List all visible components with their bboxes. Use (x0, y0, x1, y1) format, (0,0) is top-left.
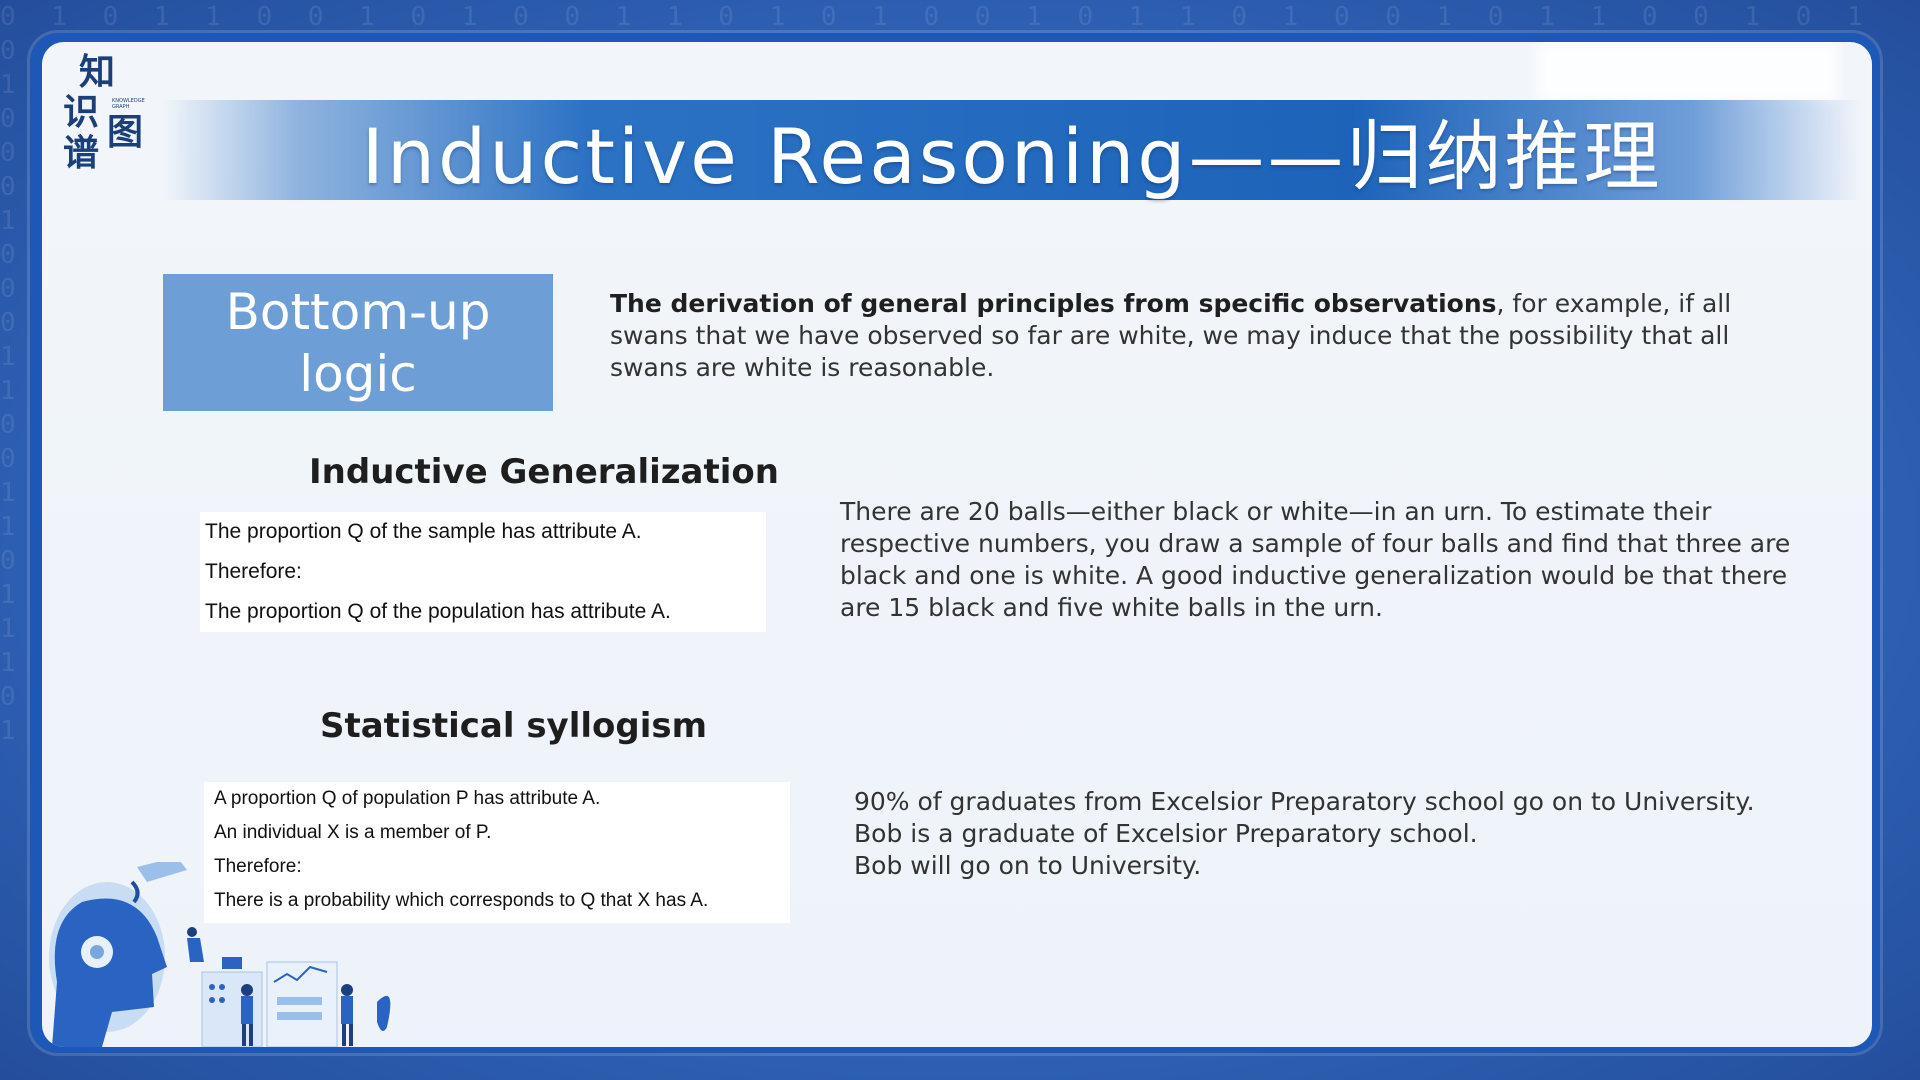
form-line: The proportion Q of the population has a… (205, 600, 671, 623)
syllogism-example: 90% of graduates from Excelsior Preparat… (854, 786, 1844, 882)
ai-head-illustration (49, 862, 391, 1047)
intro-bold: The derivation of general principles fro… (610, 289, 1497, 318)
example-line: Bob will go on to University. (854, 851, 1202, 880)
example-line: Bob is a graduate of Excelsior Preparato… (854, 819, 1478, 848)
badge-line: logic (299, 344, 417, 403)
top-glare (1537, 42, 1837, 102)
logo-char: 谱 (63, 132, 100, 174)
intro-rest: , for example, if all swans that we have… (610, 289, 1732, 382)
badge-line: Bottom-up (225, 282, 491, 341)
slide-title: Inductive Reasoning——归纳推理 (361, 112, 1663, 201)
bottom-up-logic-badge: Bottom-up logic (163, 274, 553, 411)
intro-paragraph: The derivation of general principles fro… (610, 288, 1810, 384)
generalization-example: There are 20 balls—either black or white… (840, 497, 1791, 622)
logo-subtext: KNOWLEDGE GRAPH (112, 98, 145, 110)
logo-char: 识 (63, 91, 100, 133)
form-line: The proportion Q of the sample has attri… (205, 520, 642, 543)
form-line: An individual X is a member of P. (214, 822, 492, 843)
logo-char: 图 (107, 111, 144, 153)
form-line: Therefore: (205, 560, 302, 583)
generalization-form-box: The proportion Q of the sample has attri… (200, 512, 766, 632)
example-line: 90% of graduates from Excelsior Preparat… (854, 787, 1755, 816)
form-line: Therefore: (214, 856, 302, 877)
logo-char: 知 (79, 51, 116, 93)
generalization-heading: Inductive Generalization (309, 452, 779, 492)
slide-canvas: 知 识 图 谱 KNOWLEDGE GRAPH Inductive Reason… (42, 42, 1872, 1047)
form-line: A proportion Q of population P has attri… (214, 788, 601, 809)
form-line: There is a probability which corresponds… (214, 890, 709, 911)
title-banner (162, 100, 1862, 200)
syllogism-form-box: A proportion Q of population P has attri… (204, 782, 790, 923)
knowledge-graph-logo: 知 识 图 谱 KNOWLEDGE GRAPH (57, 50, 157, 175)
syllogism-heading: Statistical syllogism (320, 706, 708, 746)
